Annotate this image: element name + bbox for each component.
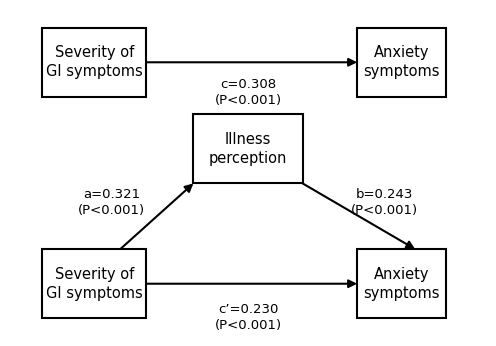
- FancyBboxPatch shape: [357, 28, 446, 97]
- Text: c=0.308
(P<0.001): c=0.308 (P<0.001): [214, 78, 282, 107]
- Text: Anxiety
symptoms: Anxiety symptoms: [364, 267, 440, 301]
- Text: Illness
perception: Illness perception: [209, 132, 287, 166]
- FancyBboxPatch shape: [193, 114, 303, 183]
- FancyBboxPatch shape: [42, 249, 146, 318]
- Text: Severity of
GI symptoms: Severity of GI symptoms: [46, 267, 143, 301]
- Text: c’=0.230
(P<0.001): c’=0.230 (P<0.001): [214, 303, 282, 332]
- Text: b=0.243
(P<0.001): b=0.243 (P<0.001): [351, 188, 418, 217]
- Text: Severity of
GI symptoms: Severity of GI symptoms: [46, 45, 143, 79]
- FancyBboxPatch shape: [357, 249, 446, 318]
- Text: a=0.321
(P<0.001): a=0.321 (P<0.001): [78, 188, 145, 217]
- FancyBboxPatch shape: [42, 28, 146, 97]
- Text: Anxiety
symptoms: Anxiety symptoms: [364, 45, 440, 79]
